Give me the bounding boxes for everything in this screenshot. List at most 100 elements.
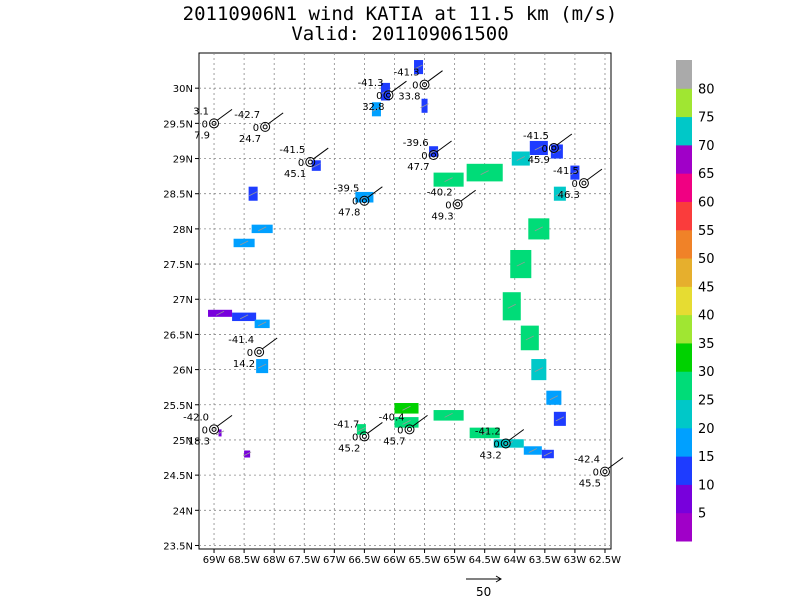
x-tick-label: 64.5W	[469, 555, 501, 566]
station-value: 47.8	[338, 208, 360, 219]
colorbar-label: 35	[698, 337, 715, 352]
wind-vector	[534, 226, 544, 232]
x-tick-label: 67W	[323, 555, 346, 566]
colorbar-label: 40	[698, 309, 715, 324]
station-temp: -39.5	[334, 184, 360, 195]
wind-vector	[257, 321, 267, 327]
station-center	[211, 426, 217, 432]
station-center	[431, 152, 437, 158]
wind-vector	[534, 145, 544, 151]
station-temp: -42.7	[234, 110, 260, 121]
wind-vector	[312, 163, 321, 168]
station-temp: -42.4	[574, 455, 600, 466]
wind-vector	[525, 335, 534, 341]
colorbar-label: 65	[698, 167, 715, 182]
station-temp: -41.7	[334, 419, 360, 430]
station-temp: -39.6	[403, 138, 429, 149]
station-ring	[383, 90, 394, 101]
station-temp: -41.3	[394, 68, 420, 79]
colorbar-segment	[676, 286, 692, 316]
wind-barb	[367, 186, 383, 199]
station-value: 45.5	[579, 479, 601, 490]
colorbar-label: 70	[698, 139, 715, 154]
x-tick-label: 65.5W	[408, 555, 440, 566]
y-tick-label: 26N	[173, 366, 193, 377]
colorbar-segment	[676, 314, 692, 344]
station-temp: -41.4	[228, 335, 254, 346]
x-tick-label: 66W	[383, 555, 406, 566]
station-zero: 0	[202, 425, 208, 436]
station-ring	[359, 195, 370, 206]
colorbar-label: 80	[698, 82, 715, 97]
station-center	[581, 180, 587, 186]
x-tick-label: 62.5W	[589, 555, 621, 566]
y-tick-label: 29N	[173, 155, 193, 166]
station-temp: -41.5	[523, 131, 549, 142]
station-ring	[578, 178, 589, 189]
colorbar: 5 10 15 20 25 30 35 40 45 50 55 60 65 70 75 80	[676, 60, 715, 542]
colorbar-label: 60	[698, 195, 715, 210]
station-ring	[428, 150, 439, 161]
station-zero: 0	[376, 91, 382, 102]
colorbar-segment	[676, 60, 692, 89]
wind-vector	[444, 177, 453, 182]
station-zero: 0	[421, 151, 427, 162]
colorbar-segment	[676, 456, 692, 485]
station-ring	[359, 431, 370, 442]
station-temp: -40.2	[427, 187, 453, 198]
y-tick-label: 29.5N	[163, 119, 193, 130]
wind-barb	[412, 414, 428, 427]
wind-barb	[216, 414, 233, 427]
colorbar-segment	[676, 258, 692, 287]
station-zero: 0	[541, 144, 547, 155]
station-center	[407, 426, 413, 432]
station-zero: 0	[352, 432, 358, 443]
station-zero: 0	[352, 197, 358, 208]
colorbar-label: 20	[698, 422, 715, 437]
station-plots: 3.107.9-42.7024.7-41.5045.1-41.3032.8-41…	[183, 68, 624, 490]
wind-vector	[420, 103, 429, 109]
wind-vector	[248, 191, 258, 197]
colorbar-segment	[676, 173, 692, 202]
station-ring	[452, 199, 463, 210]
wind-barb	[312, 147, 329, 160]
station-temp: -41.3	[358, 78, 384, 89]
y-tick-label: 28.5N	[163, 190, 193, 201]
chart-title: 20110906N1 wind KATIA at 11.5 km (m/s)	[182, 3, 618, 25]
station-center	[551, 145, 557, 151]
wind-barb	[586, 168, 603, 181]
station-temp: -40.4	[379, 412, 405, 423]
y-tick-label: 27N	[173, 295, 193, 306]
wind-barb	[607, 457, 624, 470]
station-ring	[404, 424, 415, 435]
station-center	[385, 92, 391, 98]
x-tick-label: 64W	[503, 555, 526, 566]
colorbar-segment	[676, 144, 692, 174]
station-value: 43.2	[479, 450, 501, 461]
x-tick-label: 65W	[443, 555, 466, 566]
x-tick-label: 67.5W	[288, 555, 320, 566]
y-tick-label: 25N	[173, 436, 193, 447]
wind-vector	[555, 191, 565, 197]
colorbar-segment	[676, 512, 692, 542]
station-value: 7.9	[194, 130, 210, 141]
station-ring	[305, 157, 316, 168]
station-value: 33.8	[398, 92, 420, 103]
wind-vector	[357, 427, 366, 432]
station-ring	[209, 118, 220, 129]
wind-vector	[402, 405, 411, 411]
wind-barb	[261, 337, 278, 350]
wind-barb	[216, 108, 233, 121]
wind-vector	[534, 367, 544, 372]
station-center	[361, 198, 367, 204]
station-ring	[260, 121, 271, 132]
scale-arrow-label: 50	[476, 585, 491, 599]
wind-barb	[556, 133, 573, 146]
x-tick-label: 68.5W	[228, 555, 260, 566]
y-tick-label: 28N	[173, 225, 193, 236]
x-tick-label: 68W	[263, 555, 286, 566]
station-temp: -41.5	[553, 166, 579, 177]
wind-barb	[267, 112, 284, 125]
chart-valid-time: Valid: 201109061500	[291, 23, 509, 45]
colorbar-label: 55	[698, 224, 715, 239]
